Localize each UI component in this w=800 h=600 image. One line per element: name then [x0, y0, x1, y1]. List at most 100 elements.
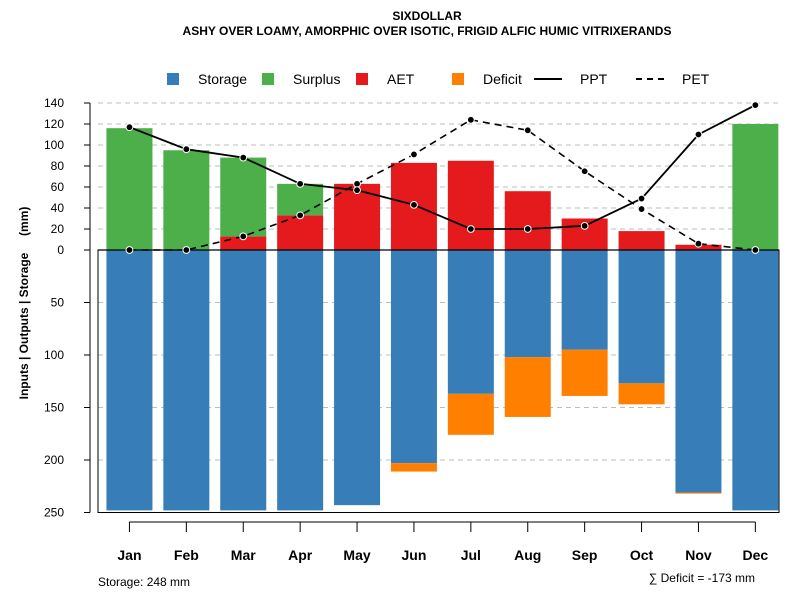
storage-footer: Storage: 248 mm: [98, 575, 190, 589]
storage-bar: [334, 250, 381, 506]
surplus-bar: [277, 183, 324, 216]
deficit-bar: [561, 349, 608, 396]
storage-bar: [277, 250, 324, 511]
ppt-point: [125, 123, 134, 132]
deficit-bar: [390, 463, 437, 472]
pet-point: [637, 205, 646, 213]
ppt-point: [410, 200, 418, 209]
y-tick-label: 80: [51, 159, 65, 173]
pet-point: [410, 150, 418, 159]
x-tick-label: Apr: [288, 547, 313, 563]
y-tick-label: 0: [57, 243, 64, 257]
x-tick-label: Aug: [514, 547, 541, 563]
legend-item: PET: [636, 71, 710, 87]
aet-bar: [447, 160, 494, 250]
pet-point: [466, 115, 475, 124]
storage-bar: [732, 250, 779, 511]
x-tick-label: Feb: [174, 547, 199, 563]
x-tick-label: Nov: [685, 547, 712, 563]
legend-swatch: [356, 73, 368, 85]
ppt-point: [296, 179, 305, 188]
deficit-bar: [618, 383, 665, 405]
storage-bar: [504, 250, 551, 358]
y-tick-label: 100: [44, 348, 64, 362]
legend-item: Deficit: [452, 71, 522, 87]
legend-swatch: [452, 73, 464, 85]
aet-bar: [618, 231, 665, 250]
legend-item: PPT: [534, 71, 608, 87]
ppt-point: [751, 101, 760, 109]
x-tick-label: Oct: [630, 547, 654, 563]
y-tick-label: 250: [44, 506, 64, 520]
pet-point: [353, 179, 361, 188]
ppt-point: [466, 225, 475, 233]
pet-point: [580, 167, 589, 176]
bars: [97, 124, 780, 513]
deficit-bar: [504, 357, 551, 417]
pet-point: [182, 246, 191, 254]
chart-subtitle: ASHY OVER LOAMY, AMORPHIC OVER ISOTIC, F…: [183, 24, 672, 38]
surplus-bar: [163, 150, 210, 250]
storage-bar: [675, 250, 722, 493]
y-axis-label: Inputs | Outputs | Storage (mm): [17, 207, 31, 400]
storage-bar: [447, 250, 494, 394]
chart-title: SIXDOLLAR: [392, 9, 462, 23]
x-tick-label: Dec: [743, 547, 769, 563]
y-tick-label: 60: [51, 180, 65, 194]
storage-bar: [618, 250, 665, 384]
lines: [125, 101, 760, 254]
legend-item: Surplus: [262, 71, 340, 87]
y-tick-label: 120: [44, 117, 64, 131]
ppt-point: [694, 130, 703, 139]
surplus-bar: [732, 124, 779, 250]
storage-bar: [106, 250, 153, 511]
surplus-bar: [220, 157, 267, 237]
x-tick-label: Mar: [231, 547, 256, 563]
pet-point: [523, 126, 532, 135]
x-tick-label: Jan: [117, 547, 141, 563]
y-tick-label: 100: [44, 138, 64, 152]
ppt-point: [353, 186, 361, 195]
x-tick-label: Jul: [461, 547, 481, 563]
ppt-point: [523, 225, 532, 233]
y-tick-label: 140: [44, 96, 64, 110]
legend-label: Storage: [198, 71, 247, 87]
storage-bar: [561, 250, 608, 350]
y-tick-label: 50: [51, 296, 65, 310]
y-tick-label: 40: [51, 201, 65, 215]
legend-item: Storage: [167, 71, 247, 87]
legend-label: Deficit: [483, 71, 522, 87]
ppt-point: [580, 221, 589, 230]
pet-point: [125, 246, 134, 254]
pet-point: [694, 239, 703, 248]
x-tick-label: Sep: [572, 547, 598, 563]
aet-bar: [504, 191, 551, 250]
deficit-bar: [447, 393, 494, 435]
storage-bar: [163, 250, 210, 511]
legend-swatch: [262, 73, 274, 85]
ppt-point: [182, 145, 191, 154]
x-tick-label: Jun: [402, 547, 427, 563]
legend-label: PET: [682, 71, 710, 87]
y-tick-label: 200: [44, 453, 64, 467]
legend: Storage Surplus AET Deficit PPT PET: [167, 71, 710, 87]
surplus-bar: [106, 128, 153, 250]
deficit-footer: ∑ Deficit = -173 mm: [649, 571, 755, 585]
legend-label: PPT: [580, 71, 608, 87]
ppt-point: [239, 153, 248, 162]
legend-label: AET: [387, 71, 415, 87]
storage-bar: [390, 250, 437, 464]
pet-point: [296, 211, 305, 220]
legend-label: Surplus: [293, 71, 340, 87]
legend-item: AET: [356, 71, 415, 87]
legend-swatch: [167, 73, 179, 85]
y-tick-label: 20: [51, 222, 65, 236]
storage-bar: [220, 250, 267, 511]
ppt-line: [129, 104, 756, 230]
pet-line: [129, 118, 756, 251]
ppt-point: [637, 194, 646, 203]
deficit-bar: [675, 492, 722, 494]
aet-bar: [220, 236, 267, 250]
